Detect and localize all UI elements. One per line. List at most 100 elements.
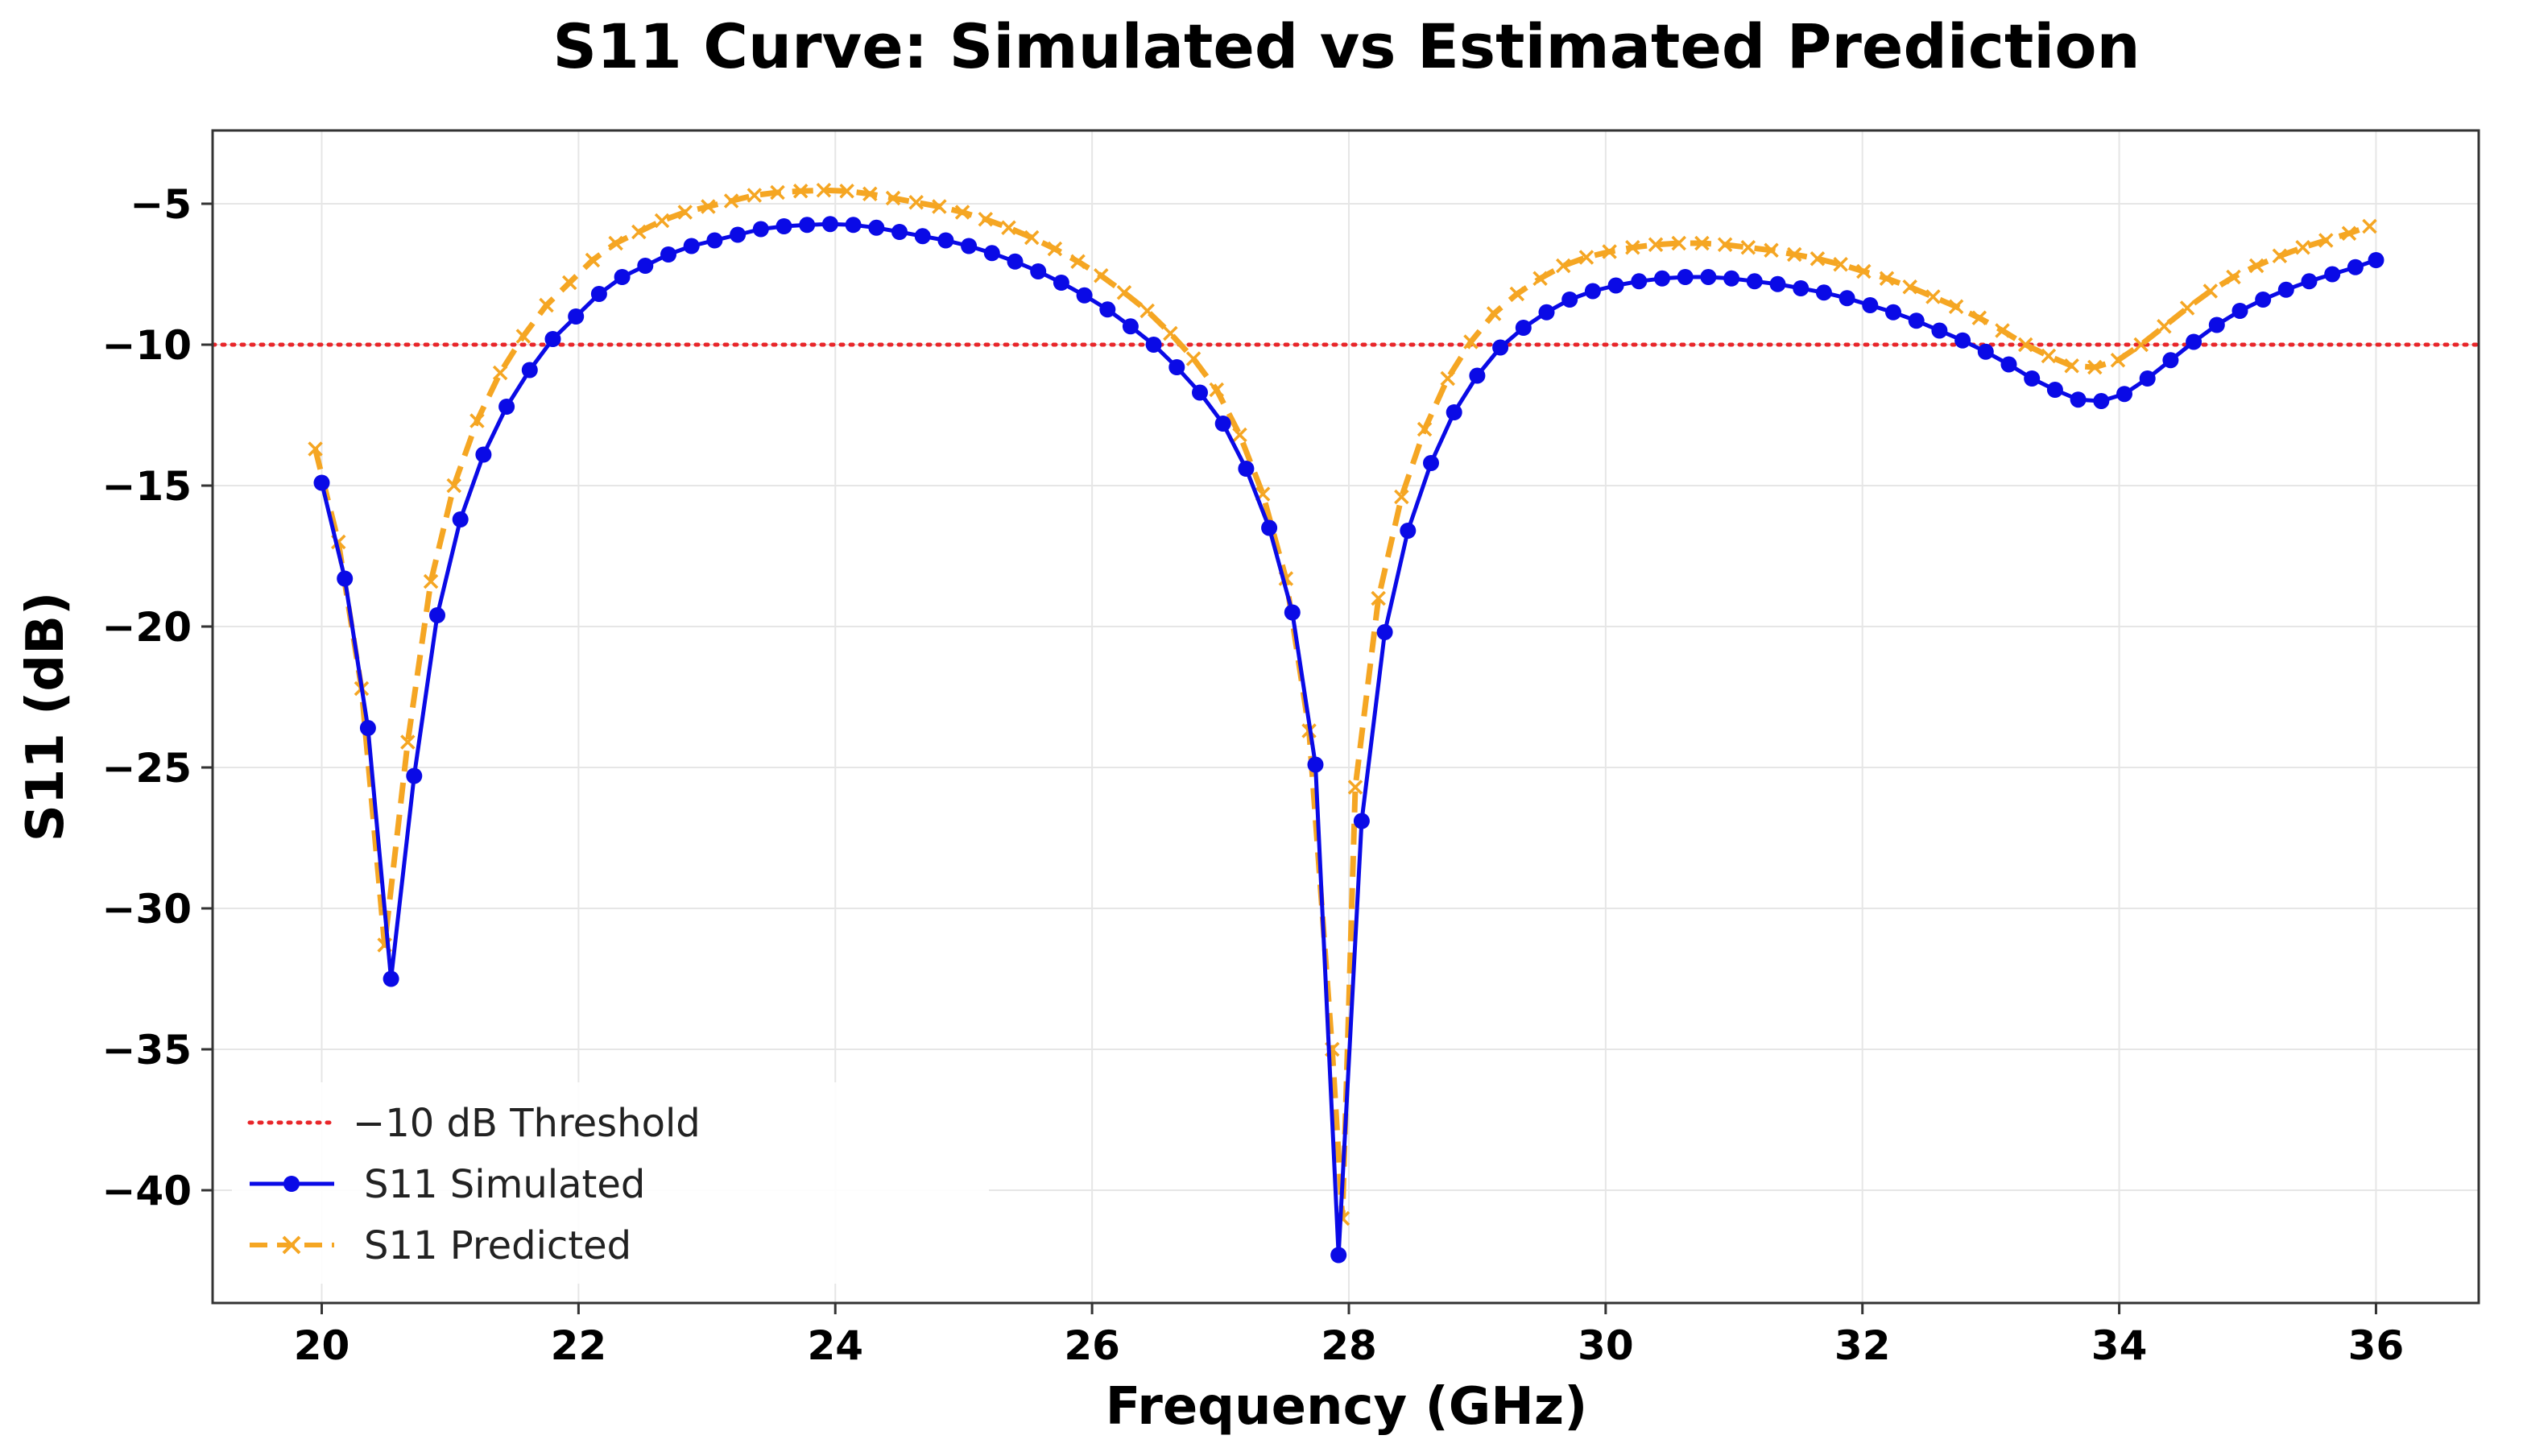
s11-simulated-point xyxy=(2277,281,2294,298)
s11-predicted-point xyxy=(1463,334,1479,350)
s11-predicted-point xyxy=(1371,590,1386,606)
s11-predicted-point xyxy=(2041,348,2057,364)
legend: −10 dB Threshold S11 Simulated S11 Predi… xyxy=(232,1082,989,1284)
s11-predicted-point xyxy=(400,734,416,750)
s11-predicted-point xyxy=(2295,240,2310,255)
s11-simulated-point xyxy=(614,269,631,285)
s11-simulated-point xyxy=(544,331,561,347)
series-layer xyxy=(308,182,2384,1264)
s11-simulated-point xyxy=(1214,416,1231,432)
s11-simulated-point xyxy=(2116,386,2132,403)
s11-predicted-point xyxy=(1024,230,1040,246)
s11-predicted-point xyxy=(1671,235,1686,251)
legend-simulated-marker xyxy=(283,1176,300,1192)
s11-simulated-point xyxy=(337,570,354,587)
s11-simulated-point xyxy=(1515,320,1532,336)
s11-predicted-point xyxy=(608,235,623,251)
s11-predicted-point xyxy=(2087,359,2103,375)
s11-simulated-point xyxy=(1538,304,1555,321)
s11-simulated-point xyxy=(1607,277,1624,294)
s11-predicted-point xyxy=(2202,283,2219,299)
s11-predicted-point xyxy=(2179,300,2195,316)
s11-predicted-point xyxy=(308,441,323,457)
s11-simulated-point xyxy=(1446,404,1462,420)
s11-predicted-point xyxy=(2064,358,2079,374)
s11-predicted-point xyxy=(1995,323,2010,338)
s11-predicted-point xyxy=(1532,271,1548,286)
s11-predicted-point xyxy=(1948,299,1964,314)
s11-predicted-point xyxy=(839,184,854,199)
s11-predicted-point xyxy=(1163,325,1178,341)
s11-simulated-point xyxy=(637,258,654,274)
s11-simulated-point xyxy=(937,232,954,249)
s11-predicted-point xyxy=(1625,240,1640,255)
s11-predicted-point xyxy=(515,329,531,344)
s11-simulated-point xyxy=(1769,275,1786,292)
s11-predicted-point xyxy=(1486,306,1502,321)
legend-threshold-label: −10 dB Threshold xyxy=(353,1101,701,1146)
s11-simulated-point xyxy=(914,228,931,245)
s11-simulated-point xyxy=(730,226,747,243)
y-tick-label: −30 xyxy=(102,886,192,933)
y-tick-label: −10 xyxy=(102,322,192,369)
s11-simulated-point xyxy=(590,286,607,302)
s11-predicted-point xyxy=(1740,240,1756,255)
s11-predicted-point xyxy=(1925,289,1941,304)
y-axis-label: S11 (dB) xyxy=(16,592,76,842)
x-axis-ticks: 20 22 24 26 28 30 32 34 36 xyxy=(294,1303,2405,1369)
s11-simulated-point xyxy=(2347,259,2364,275)
s11-simulated-point xyxy=(799,217,816,234)
s11-simulated-point xyxy=(2324,266,2341,283)
s11-predicted-point xyxy=(561,275,577,291)
s11-simulated-point xyxy=(1076,287,1093,304)
s11-simulated-point xyxy=(2139,370,2156,387)
s11-simulated-point xyxy=(1099,301,1116,318)
s11-predicted-point xyxy=(932,199,947,214)
s11-predicted-point xyxy=(2272,248,2288,263)
legend-box xyxy=(232,1082,989,1284)
s11-predicted-point xyxy=(1764,242,1779,258)
s11-simulated-point xyxy=(2301,273,2318,290)
s11-simulated-point xyxy=(359,720,376,736)
s11-simulated-point xyxy=(1007,253,1024,270)
s11-predicted-point xyxy=(1509,286,1525,302)
x-tick-label: 20 xyxy=(294,1322,350,1369)
s11-simulated-point xyxy=(2024,370,2041,387)
y-tick-label: −20 xyxy=(102,604,192,651)
x-tick-label: 28 xyxy=(1321,1322,1377,1369)
legend-simulated-label: S11 Simulated xyxy=(364,1162,645,1207)
s11-simulated-point xyxy=(1330,1247,1347,1264)
s11-simulated-point xyxy=(2231,303,2248,319)
s11-predicted-point xyxy=(908,195,924,210)
s11-predicted-point xyxy=(701,199,716,214)
s11-simulated-point xyxy=(1977,343,1994,360)
s11-simulated-point xyxy=(1700,269,1717,285)
chart-title: S11 Curve: Simulated vs Estimated Predic… xyxy=(552,10,2140,82)
s11-predicted-point xyxy=(1556,258,1571,274)
s11-predicted-point xyxy=(978,212,994,227)
s11-simulated-point xyxy=(1307,756,1324,773)
s11-simulated-point xyxy=(1284,604,1301,621)
y-tick-label: −5 xyxy=(130,181,192,228)
s11-predicted-point xyxy=(1070,254,1086,269)
s11-simulated-point xyxy=(891,224,908,240)
s11-predicted-point xyxy=(2110,353,2126,368)
s11-simulated-point xyxy=(313,474,330,491)
y-axis-ticks: −5 −10 −15 −20 −25 −30 −35 −40 xyxy=(102,181,213,1214)
s11-predicted-point xyxy=(1578,250,1594,265)
s11-predicted-point xyxy=(1602,244,1617,259)
s11-simulated-point xyxy=(706,232,723,249)
s11-predicted-point xyxy=(2133,337,2149,353)
s11-predicted-point xyxy=(862,186,878,201)
s11-simulated-point xyxy=(452,511,469,527)
s11-simulated-point xyxy=(429,607,445,623)
s11-simulated-point xyxy=(845,217,862,234)
s11-simulated-point xyxy=(1631,273,1648,290)
x-tick-label: 36 xyxy=(2348,1322,2405,1369)
s11-predicted-point xyxy=(723,193,739,209)
s11-simulated-point xyxy=(1677,269,1694,285)
s11-simulated-point xyxy=(1053,275,1069,291)
s11-predicted-point xyxy=(1810,251,1826,267)
x-tick-label: 22 xyxy=(551,1322,607,1369)
s11-predicted-point xyxy=(2248,258,2264,274)
